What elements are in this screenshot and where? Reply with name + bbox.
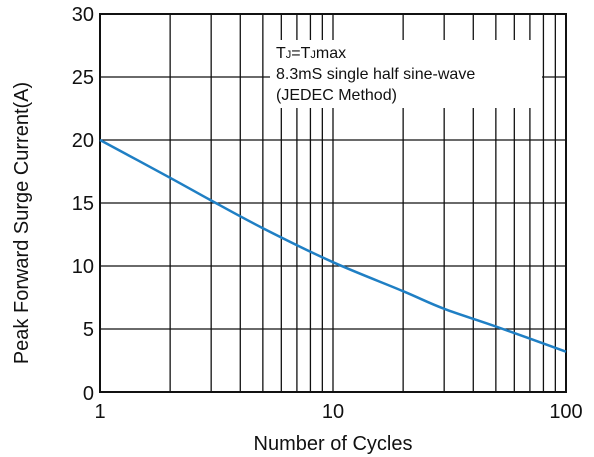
y-tick-label: 25 xyxy=(72,67,94,89)
x-tick-label: 10 xyxy=(322,401,344,423)
annotation-line-2: 8.3mS single half sine-wave xyxy=(276,66,475,83)
annotation-t: T xyxy=(276,45,286,62)
x-tick-label: 1 xyxy=(94,401,105,423)
y-tick-label: 5 xyxy=(83,319,94,341)
y-tick-label: 15 xyxy=(72,193,94,215)
annotation-sub-j1: J xyxy=(286,49,292,61)
annotation-line-1: TJ=TJmax xyxy=(276,45,346,62)
x-tick-labels: 1 10 100 xyxy=(94,401,582,423)
y-tick-label: 10 xyxy=(72,256,94,278)
series-line xyxy=(99,138,567,353)
annotation-background xyxy=(270,40,542,108)
annotation-sub-j2: J xyxy=(310,49,316,61)
annotation-line-3: (JEDEC Method) xyxy=(276,87,397,104)
y-tick-label: 0 xyxy=(83,383,94,405)
plot-frame xyxy=(99,13,567,393)
y-tick-label: 30 xyxy=(72,4,94,26)
x-tick-label: 100 xyxy=(549,401,582,423)
y-tick-labels: 0 5 10 15 20 25 30 xyxy=(72,4,94,405)
y-tick-label: 20 xyxy=(72,130,94,152)
y-axis-label: Peak Forward Surge Current(A) xyxy=(11,82,33,364)
x-axis-label: Number of Cycles xyxy=(254,433,413,455)
annotation-eq: =T xyxy=(291,45,310,62)
annotation-max: max xyxy=(316,45,346,62)
